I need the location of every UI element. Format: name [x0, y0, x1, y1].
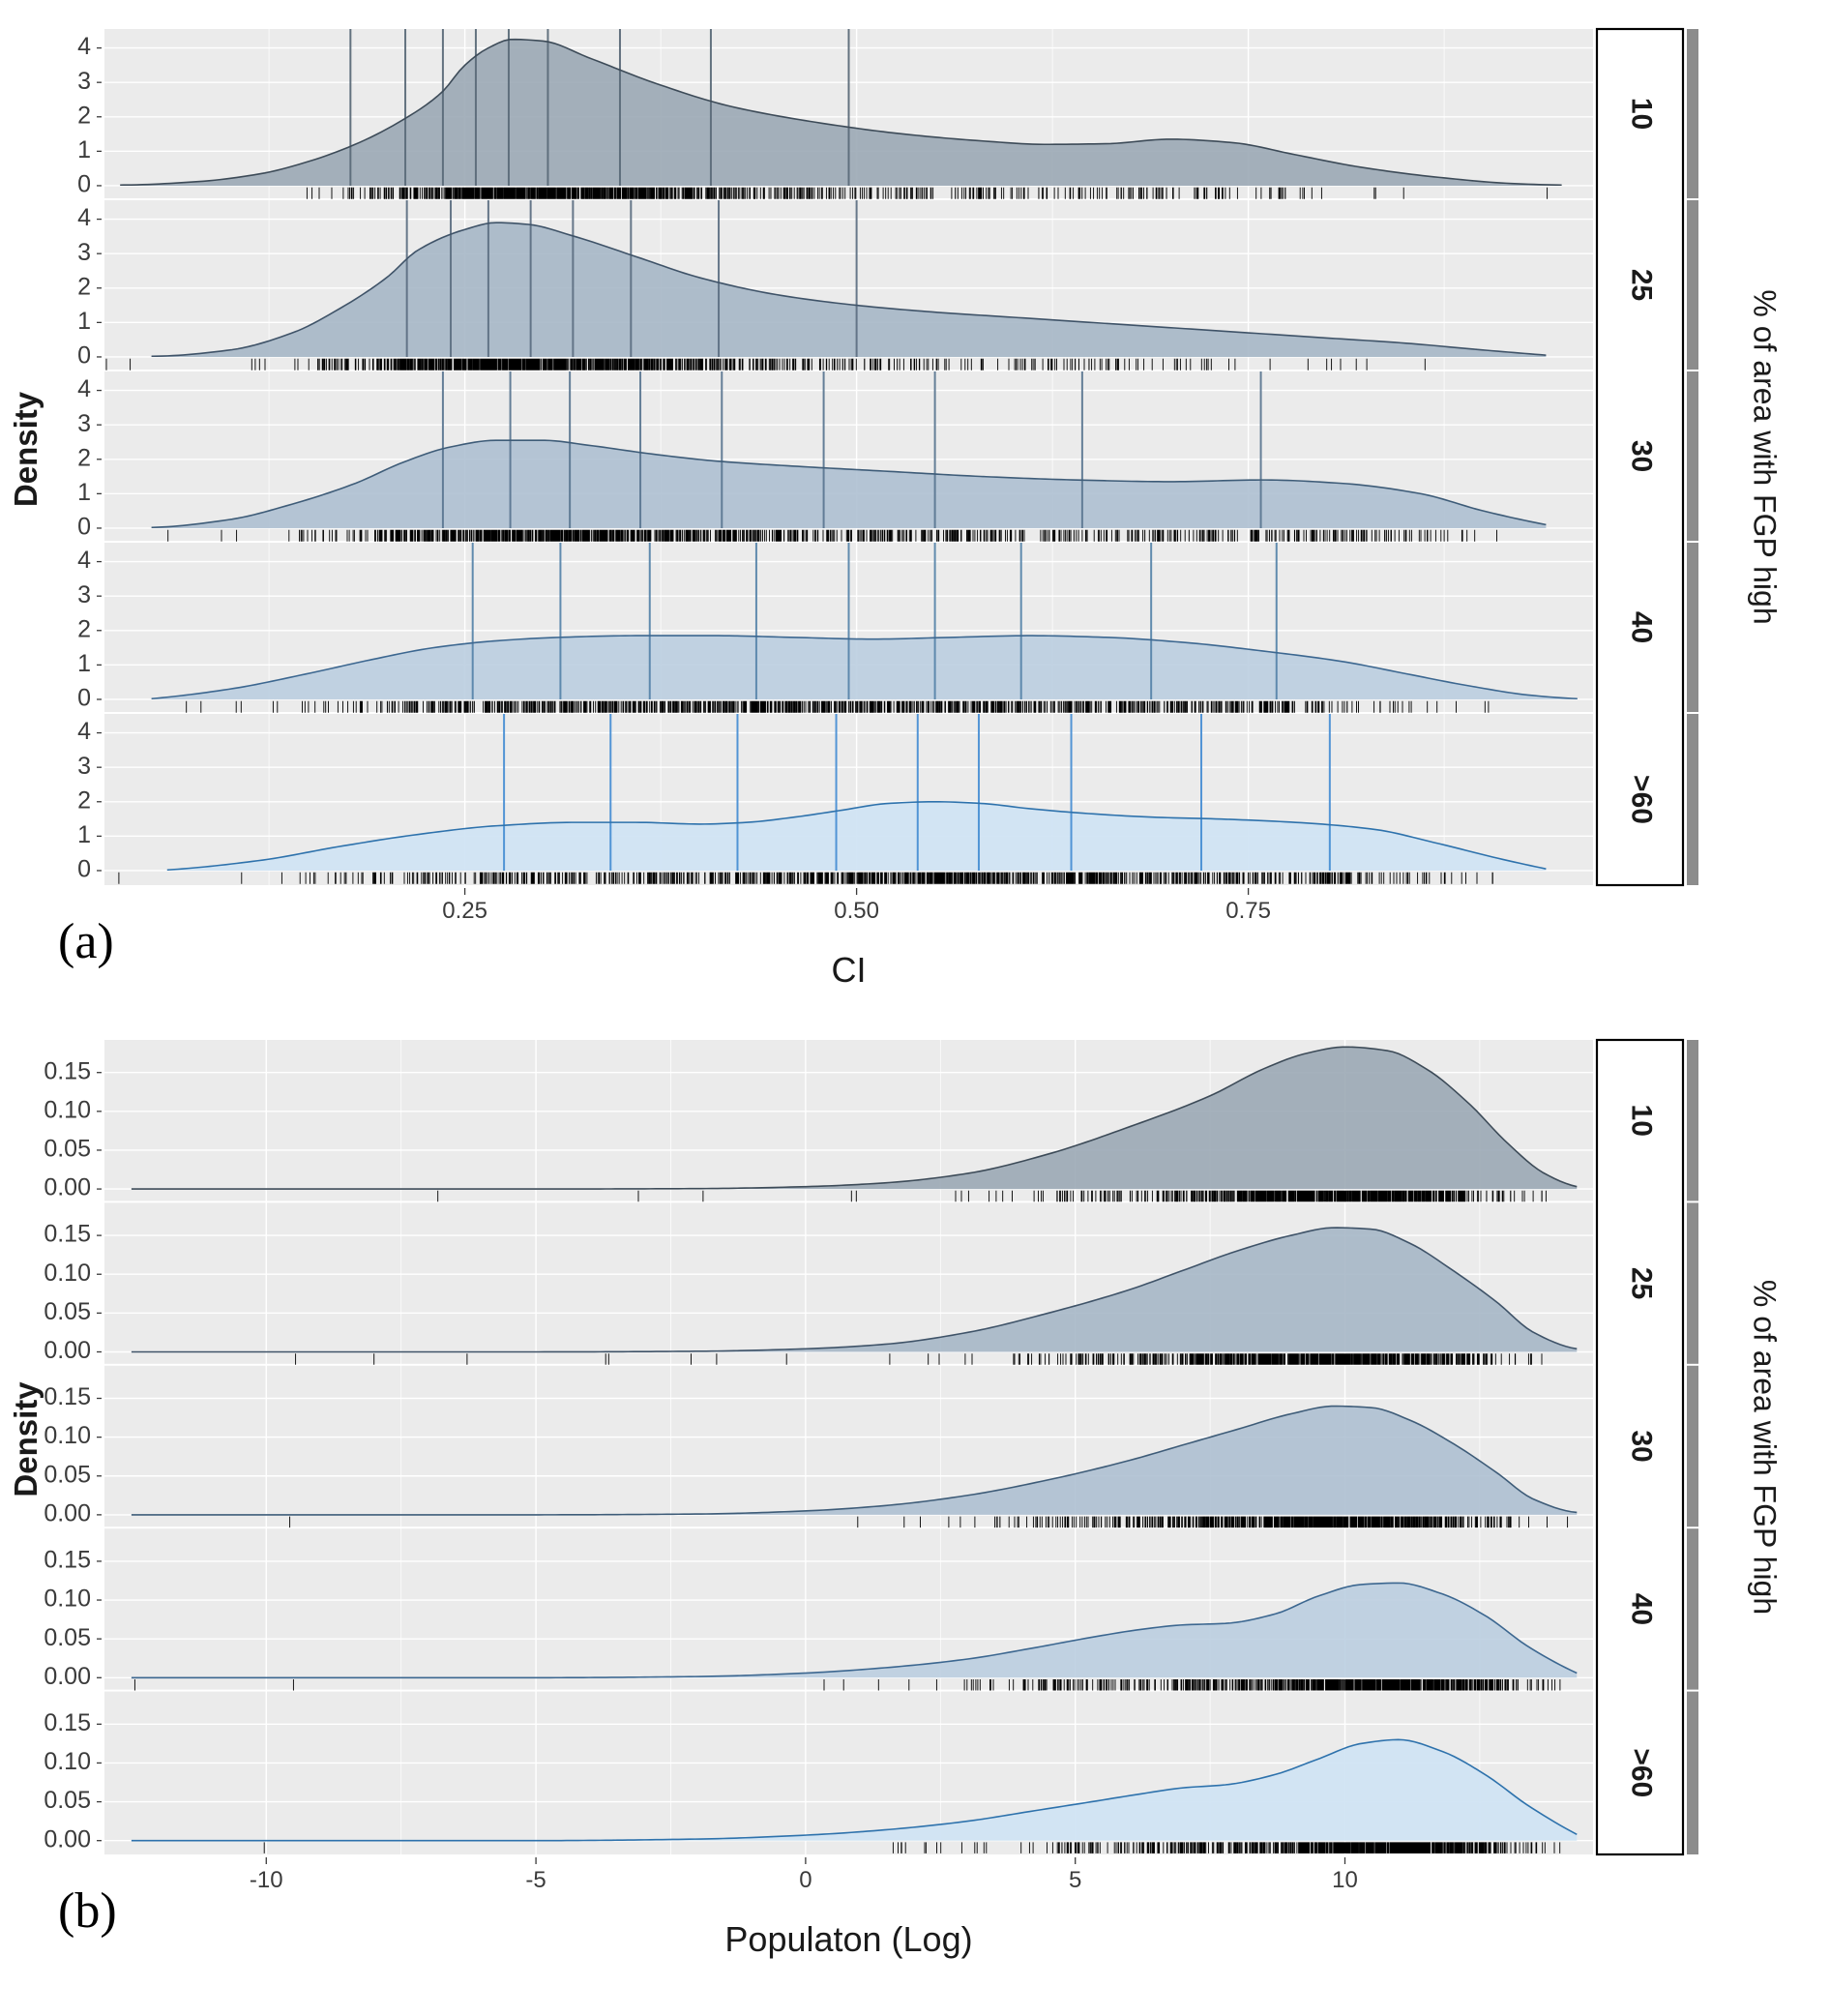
svg-text:1: 1: [77, 650, 91, 677]
svg-text:0: 0: [77, 342, 91, 370]
svg-text:0.05: 0.05: [44, 1136, 91, 1163]
svg-text:0.10: 0.10: [44, 1586, 91, 1613]
svg-text:2: 2: [77, 102, 91, 129]
svg-text:0.25: 0.25: [442, 898, 487, 924]
svg-text:CI: CI: [832, 950, 867, 990]
svg-text:5: 5: [1069, 1867, 1081, 1893]
svg-text:>60: >60: [1626, 1748, 1658, 1797]
svg-text:4: 4: [77, 718, 91, 745]
svg-text:10: 10: [1626, 98, 1658, 130]
svg-text:40: 40: [1626, 611, 1658, 643]
svg-text:-5: -5: [525, 1867, 546, 1893]
svg-text:2: 2: [77, 273, 91, 300]
svg-text:0.05: 0.05: [44, 1624, 91, 1651]
svg-text:Density: Density: [8, 1381, 44, 1497]
svg-text:0.05: 0.05: [44, 1787, 91, 1814]
svg-text:25: 25: [1626, 269, 1658, 301]
svg-text:1: 1: [77, 821, 91, 848]
svg-text:0.00: 0.00: [44, 1499, 91, 1527]
svg-text:1: 1: [77, 308, 91, 335]
svg-text:30: 30: [1626, 1430, 1658, 1462]
svg-text:0.10: 0.10: [44, 1422, 91, 1449]
svg-text:% of area with FGP high: % of area with FGP high: [1748, 289, 1783, 624]
svg-text:10: 10: [1626, 1105, 1658, 1137]
svg-text:0.00: 0.00: [44, 1663, 91, 1690]
svg-text:0.10: 0.10: [44, 1096, 91, 1123]
svg-text:>60: >60: [1626, 775, 1658, 824]
svg-text:4: 4: [77, 547, 91, 574]
svg-text:4: 4: [77, 33, 91, 60]
svg-text:30: 30: [1626, 440, 1658, 472]
svg-text:0.15: 0.15: [44, 1057, 91, 1084]
svg-text:0.75: 0.75: [1225, 898, 1271, 924]
svg-text:Density: Density: [8, 391, 44, 507]
svg-text:2: 2: [77, 786, 91, 814]
svg-text:0.15: 0.15: [44, 1383, 91, 1410]
svg-text:-10: -10: [250, 1867, 283, 1893]
svg-text:40: 40: [1626, 1593, 1658, 1625]
svg-text:Populaton (Log): Populaton (Log): [724, 1919, 972, 1959]
svg-text:3: 3: [77, 239, 91, 266]
svg-text:0.10: 0.10: [44, 1260, 91, 1287]
svg-text:0.00: 0.00: [44, 1174, 91, 1201]
svg-text:0.15: 0.15: [44, 1221, 91, 1248]
svg-text:0: 0: [77, 685, 91, 712]
svg-text:0: 0: [77, 171, 91, 198]
svg-text:4: 4: [77, 204, 91, 231]
svg-text:0.15: 0.15: [44, 1547, 91, 1574]
svg-text:3: 3: [77, 68, 91, 95]
svg-text:(b): (b): [58, 1883, 117, 1939]
svg-text:0.50: 0.50: [834, 898, 879, 924]
svg-text:2: 2: [77, 615, 91, 642]
svg-text:0.00: 0.00: [44, 1825, 91, 1853]
svg-text:0.05: 0.05: [44, 1298, 91, 1325]
svg-text:0: 0: [77, 514, 91, 541]
svg-text:0.05: 0.05: [44, 1461, 91, 1488]
svg-text:3: 3: [77, 581, 91, 608]
svg-text:% of area with FGP high: % of area with FGP high: [1748, 1280, 1783, 1615]
svg-text:0: 0: [77, 856, 91, 883]
svg-text:0: 0: [799, 1867, 812, 1893]
svg-text:0.10: 0.10: [44, 1748, 91, 1775]
svg-text:4: 4: [77, 375, 91, 402]
svg-text:3: 3: [77, 753, 91, 780]
svg-text:0.15: 0.15: [44, 1709, 91, 1736]
svg-text:0.00: 0.00: [44, 1337, 91, 1364]
svg-text:3: 3: [77, 410, 91, 437]
svg-text:2: 2: [77, 444, 91, 471]
svg-text:10: 10: [1332, 1867, 1358, 1893]
svg-text:1: 1: [77, 136, 91, 163]
svg-text:1: 1: [77, 479, 91, 506]
svg-text:25: 25: [1626, 1267, 1658, 1299]
svg-text:(a): (a): [58, 914, 114, 969]
